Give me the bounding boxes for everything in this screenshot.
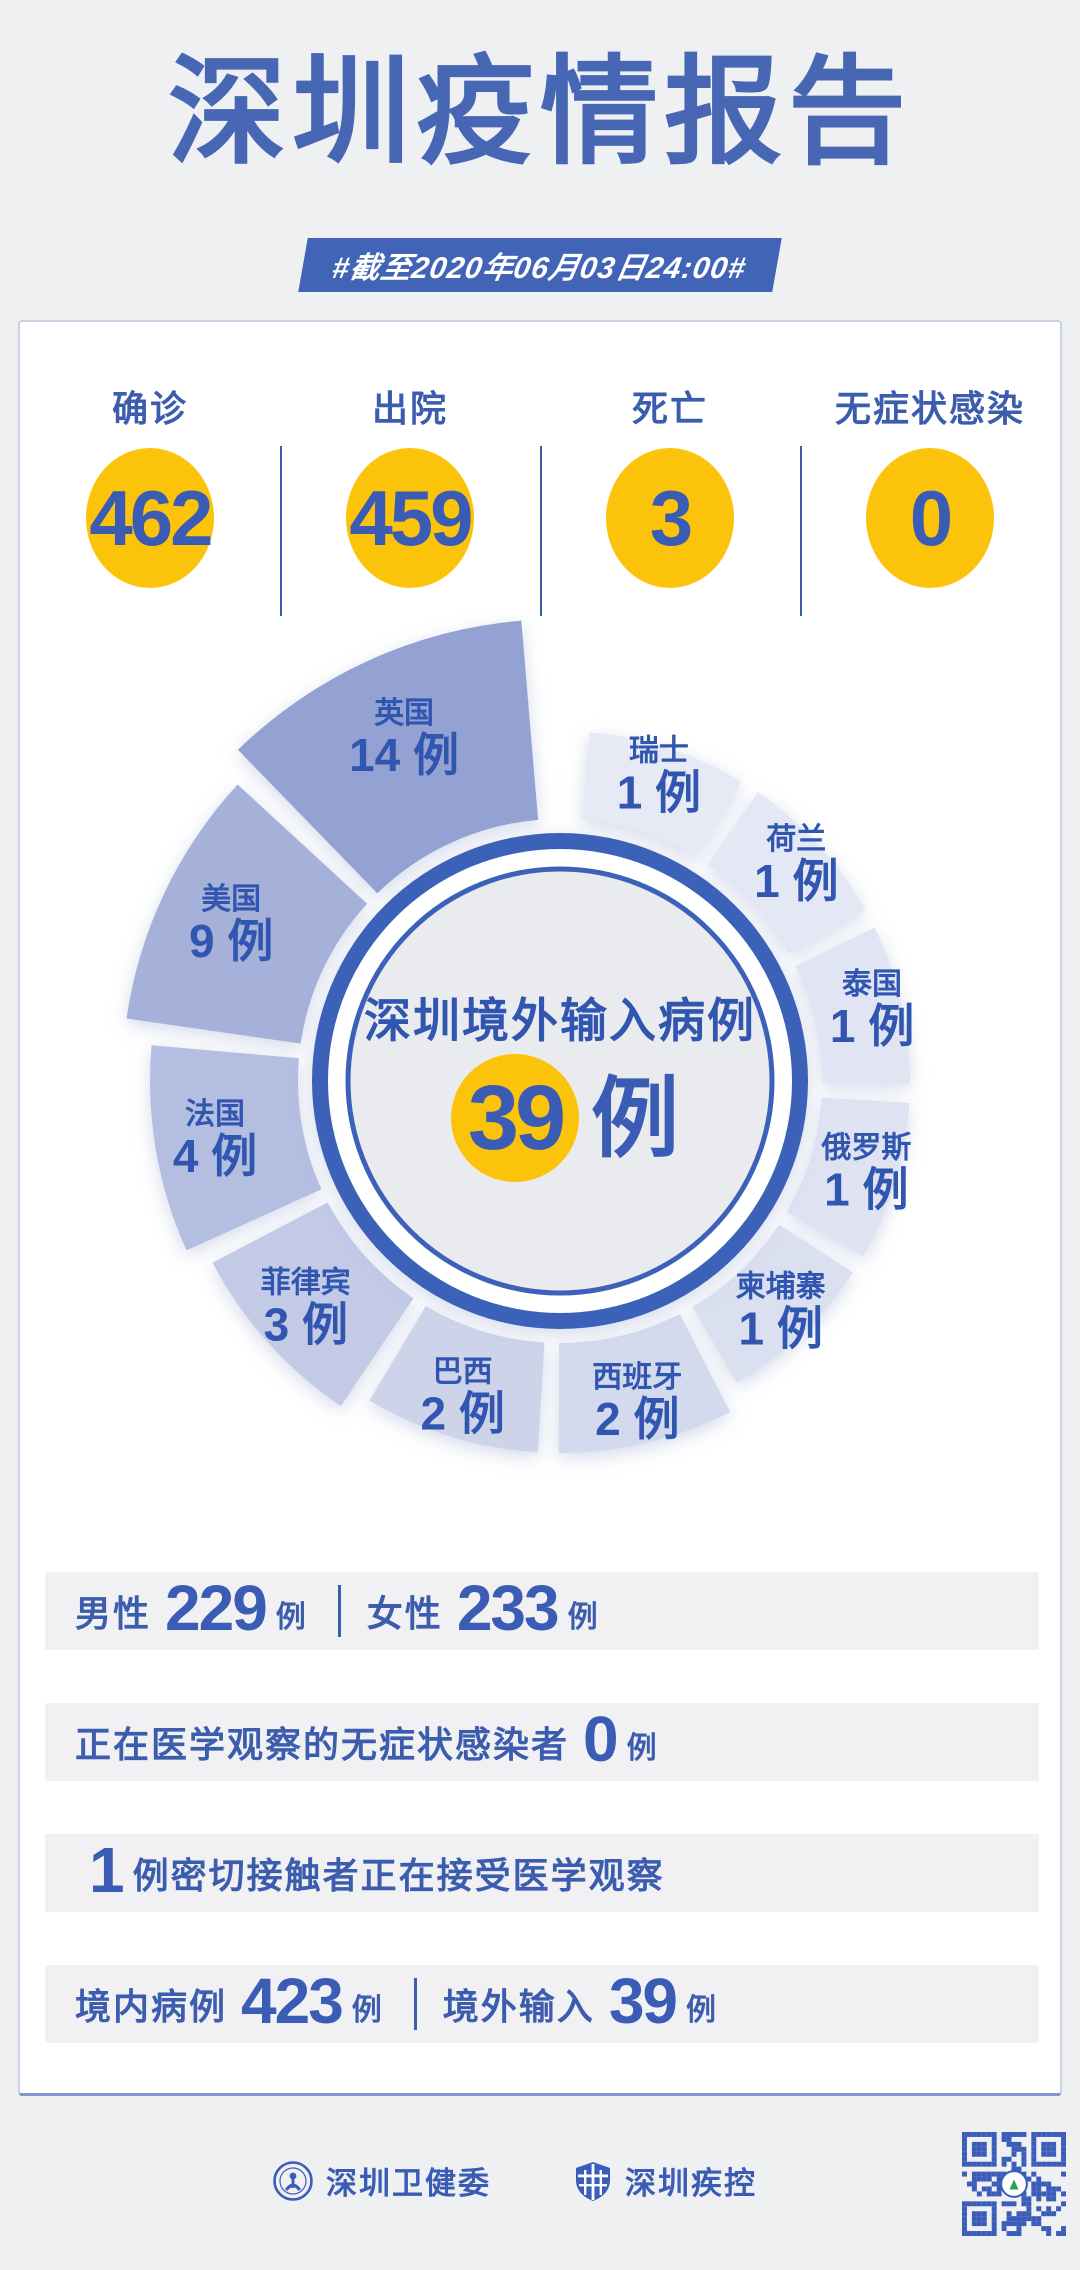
- stat-value: 3: [649, 474, 693, 562]
- stat-circle: 462: [86, 448, 214, 588]
- stat-value: 459: [349, 474, 473, 562]
- male-label: 男性: [75, 1593, 152, 1634]
- slice-count-label: 1 例: [738, 1303, 822, 1355]
- slice-0: [581, 732, 742, 857]
- slice-country-label: 美国: [201, 882, 261, 916]
- close-contacts-label: 例密切接触者正在接受医学观察: [132, 1855, 665, 1896]
- slice-country-label: 柬埔寨: [736, 1270, 826, 1304]
- chart-center-title: 深圳境外输入病例: [364, 994, 756, 1047]
- stat-value: 0: [909, 474, 953, 562]
- asymptomatic-observation-count: 0: [583, 1703, 619, 1775]
- stat-value: 462: [89, 474, 213, 562]
- male-count: 229: [165, 1572, 268, 1644]
- unit-label: 例: [686, 1994, 716, 2027]
- slice-country-label: 英国: [374, 697, 434, 730]
- stat-deaths: 死亡 3: [540, 380, 800, 588]
- chart-slices: [126, 620, 911, 1454]
- chart-center-unit: 例: [591, 1069, 679, 1168]
- slice-10: [237, 620, 539, 894]
- report-card: 确诊 462 出院 459 死亡 3 无症状感染 0 瑞士 1 例荷兰 1 例泰: [18, 320, 1062, 2096]
- vertical-divider: [413, 1978, 417, 2030]
- slice-count-label: 1 例: [617, 767, 701, 819]
- slice-country-label: 巴西: [433, 1355, 493, 1388]
- unit-label: 例: [626, 1732, 657, 1765]
- domestic-count: 423: [241, 1965, 344, 2037]
- stat-circle: 459: [346, 448, 474, 588]
- slice-count-label: 1 例: [830, 1000, 914, 1052]
- date-badge-wrap: #截至2020年06月03日24:00#: [0, 238, 1080, 292]
- slice-count-label: 14 例: [349, 729, 459, 781]
- stat-confirmed: 确诊 462: [20, 380, 280, 588]
- slice-3: [786, 1097, 910, 1256]
- footer: 深圳卫健委 深圳疾控: [272, 2158, 757, 2203]
- close-contacts-count: 1: [89, 1834, 125, 1906]
- slice-8: [150, 1045, 322, 1251]
- slice-count-label: 1 例: [754, 855, 838, 907]
- asymptomatic-observation-label: 正在医学观察的无症状感染者: [75, 1724, 570, 1765]
- slice-country-label: 荷兰: [766, 823, 826, 856]
- slice-country-label: 泰国: [842, 968, 902, 1001]
- stat-divider: [280, 446, 282, 616]
- date-badge: #截至2020年06月03日24:00#: [298, 238, 782, 292]
- slice-5: [558, 1314, 730, 1454]
- stat-circle: 0: [866, 448, 994, 588]
- slice-count-label: 2 例: [595, 1393, 679, 1445]
- slice-country-label: 西班牙: [592, 1361, 682, 1394]
- female-count: 233: [456, 1572, 560, 1644]
- slice-4: [692, 1224, 853, 1383]
- unit-label: 例: [351, 1994, 382, 2027]
- case-origin-row: 境内病例 423 例 境外输入 39 例: [45, 1965, 1039, 2043]
- imported-label: 境外输入: [442, 1986, 595, 2027]
- page-title: 深圳疫情报告: [167, 47, 912, 179]
- slice-count-label: 4 例: [173, 1130, 257, 1182]
- stat-label: 出院: [371, 388, 448, 429]
- slice-7: [212, 1202, 414, 1406]
- stat-discharged: 出院 459: [280, 380, 540, 588]
- stat-label: 确诊: [111, 388, 188, 429]
- stat-circle: 3: [606, 448, 734, 588]
- slice-country-label: 俄罗斯: [820, 1131, 911, 1164]
- unit-label: 例: [275, 1601, 306, 1634]
- stat-divider: [800, 446, 802, 616]
- stat-label: 死亡: [631, 388, 708, 429]
- slice-count-label: 2 例: [420, 1387, 504, 1439]
- slice-country-label: 瑞士: [629, 735, 689, 768]
- slice-count-label: 9 例: [189, 915, 273, 967]
- slice-count-label: 1 例: [824, 1163, 908, 1215]
- org-health-commission: 深圳卫健委: [272, 2158, 491, 2203]
- stats-row: 确诊 462 出院 459 死亡 3 无症状感染 0: [20, 380, 1060, 616]
- domestic-label: 境内病例: [75, 1986, 228, 2027]
- chart-center-value: 39: [468, 1067, 563, 1169]
- stat-divider: [540, 446, 542, 616]
- slice-country-label: 菲律宾: [261, 1266, 351, 1299]
- health-commission-seal-icon: [273, 2160, 313, 2201]
- female-label: 女性: [366, 1593, 443, 1634]
- org-name: 深圳疾控: [625, 2166, 757, 2201]
- gender-row: 男性 229 例 女性 233 例: [45, 1572, 1039, 1650]
- slice-6: [369, 1306, 545, 1453]
- slice-country-label: 法国: [185, 1098, 245, 1131]
- cdc-shield-icon: [576, 2161, 610, 2201]
- qr-code: [962, 2132, 1066, 2236]
- slice-1: [708, 792, 866, 954]
- asymptomatic-observation-row: 正在医学观察的无症状感染者 0 例: [45, 1703, 1039, 1781]
- stat-asymptomatic: 无症状感染 0: [800, 380, 1060, 588]
- vertical-divider: [337, 1585, 341, 1637]
- unit-label: 例: [567, 1601, 598, 1634]
- stat-label: 无症状感染: [834, 388, 1025, 429]
- slice-count-label: 3 例: [264, 1298, 348, 1350]
- org-name: 深圳卫健委: [326, 2166, 491, 2201]
- slice-2: [795, 927, 911, 1084]
- imported-count: 39: [608, 1965, 678, 2037]
- org-cdc: 深圳疾控: [573, 2158, 757, 2203]
- close-contacts-row: 1 例密切接触者正在接受医学观察: [45, 1834, 1039, 1912]
- slice-9: [126, 784, 368, 1044]
- date-badge-text: #截至2020年06月03日24:00#: [329, 252, 750, 285]
- center-value-circle: [451, 1054, 579, 1182]
